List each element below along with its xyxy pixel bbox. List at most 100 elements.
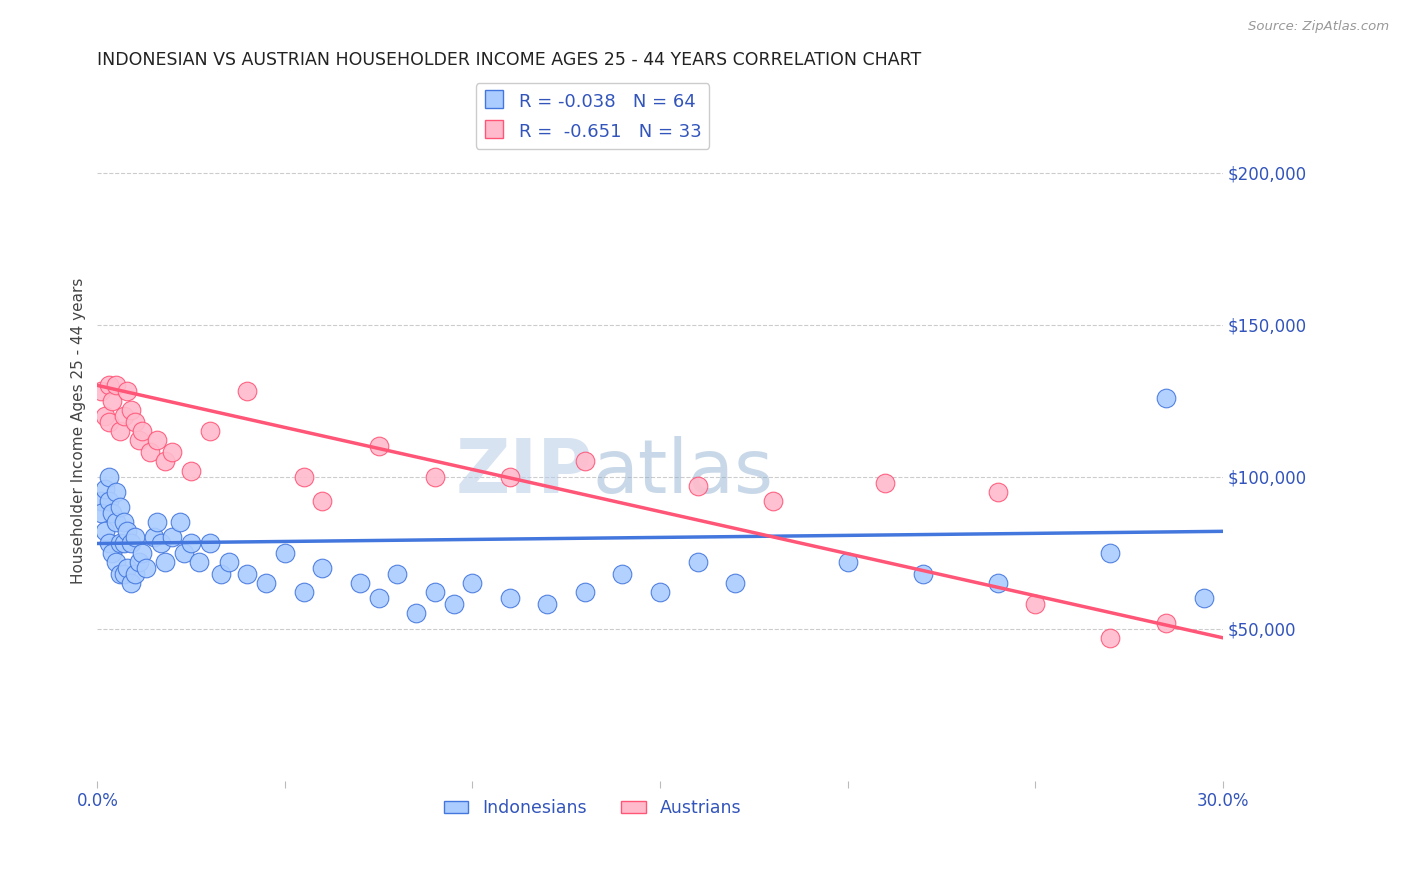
Point bbox=[169, 515, 191, 529]
Point bbox=[120, 402, 142, 417]
Point bbox=[108, 536, 131, 550]
Point bbox=[423, 585, 446, 599]
Point bbox=[254, 576, 277, 591]
Point bbox=[499, 469, 522, 483]
Point bbox=[90, 506, 112, 520]
Point bbox=[146, 433, 169, 447]
Point bbox=[574, 585, 596, 599]
Point bbox=[97, 469, 120, 483]
Point bbox=[162, 445, 184, 459]
Point bbox=[101, 546, 124, 560]
Point bbox=[1156, 615, 1178, 630]
Point bbox=[97, 536, 120, 550]
Point bbox=[911, 566, 934, 581]
Point bbox=[97, 415, 120, 429]
Point bbox=[236, 566, 259, 581]
Legend: Indonesians, Austrians: Indonesians, Austrians bbox=[437, 792, 748, 824]
Point bbox=[1099, 546, 1122, 560]
Point bbox=[124, 530, 146, 544]
Point bbox=[105, 555, 128, 569]
Point bbox=[536, 597, 558, 611]
Point bbox=[218, 555, 240, 569]
Point bbox=[873, 475, 896, 490]
Point bbox=[292, 469, 315, 483]
Point bbox=[120, 536, 142, 550]
Point bbox=[1024, 597, 1046, 611]
Point bbox=[105, 515, 128, 529]
Text: atlas: atlas bbox=[592, 436, 773, 509]
Text: ZIP: ZIP bbox=[456, 436, 592, 509]
Point bbox=[162, 530, 184, 544]
Point bbox=[150, 536, 173, 550]
Point bbox=[724, 576, 747, 591]
Point bbox=[108, 566, 131, 581]
Point bbox=[367, 591, 389, 606]
Point bbox=[367, 439, 389, 453]
Point bbox=[124, 566, 146, 581]
Point bbox=[761, 494, 783, 508]
Point bbox=[135, 561, 157, 575]
Point bbox=[292, 585, 315, 599]
Point bbox=[120, 576, 142, 591]
Point bbox=[198, 536, 221, 550]
Point bbox=[131, 546, 153, 560]
Point bbox=[131, 424, 153, 438]
Point bbox=[236, 384, 259, 399]
Point bbox=[837, 555, 859, 569]
Point bbox=[94, 409, 117, 423]
Point bbox=[180, 536, 202, 550]
Point bbox=[405, 607, 427, 621]
Point bbox=[499, 591, 522, 606]
Y-axis label: Householder Income Ages 25 - 44 years: Householder Income Ages 25 - 44 years bbox=[72, 277, 86, 584]
Point bbox=[311, 494, 333, 508]
Point bbox=[142, 530, 165, 544]
Point bbox=[117, 524, 139, 539]
Point bbox=[90, 494, 112, 508]
Point bbox=[612, 566, 634, 581]
Text: Source: ZipAtlas.com: Source: ZipAtlas.com bbox=[1249, 20, 1389, 33]
Point bbox=[105, 378, 128, 392]
Point bbox=[128, 433, 150, 447]
Point bbox=[1192, 591, 1215, 606]
Point bbox=[90, 384, 112, 399]
Point bbox=[101, 506, 124, 520]
Point bbox=[128, 555, 150, 569]
Point bbox=[574, 454, 596, 468]
Point bbox=[686, 479, 709, 493]
Point bbox=[105, 484, 128, 499]
Point bbox=[311, 561, 333, 575]
Point bbox=[97, 378, 120, 392]
Point bbox=[94, 482, 117, 496]
Point bbox=[686, 555, 709, 569]
Point bbox=[153, 454, 176, 468]
Point bbox=[987, 484, 1010, 499]
Point bbox=[1156, 391, 1178, 405]
Point bbox=[146, 515, 169, 529]
Point bbox=[112, 566, 135, 581]
Point bbox=[349, 576, 371, 591]
Point bbox=[180, 463, 202, 477]
Point bbox=[187, 555, 209, 569]
Point bbox=[1099, 631, 1122, 645]
Point bbox=[423, 469, 446, 483]
Point bbox=[112, 536, 135, 550]
Point bbox=[173, 546, 195, 560]
Point bbox=[112, 409, 135, 423]
Point bbox=[198, 424, 221, 438]
Point bbox=[139, 445, 162, 459]
Point bbox=[108, 500, 131, 514]
Point bbox=[987, 576, 1010, 591]
Point bbox=[461, 576, 484, 591]
Point bbox=[387, 566, 409, 581]
Point bbox=[117, 561, 139, 575]
Point bbox=[209, 566, 232, 581]
Point bbox=[117, 384, 139, 399]
Point bbox=[108, 424, 131, 438]
Point bbox=[97, 494, 120, 508]
Point bbox=[153, 555, 176, 569]
Point bbox=[274, 546, 297, 560]
Text: INDONESIAN VS AUSTRIAN HOUSEHOLDER INCOME AGES 25 - 44 YEARS CORRELATION CHART: INDONESIAN VS AUSTRIAN HOUSEHOLDER INCOM… bbox=[97, 51, 921, 69]
Point bbox=[101, 393, 124, 408]
Point bbox=[124, 415, 146, 429]
Point bbox=[648, 585, 671, 599]
